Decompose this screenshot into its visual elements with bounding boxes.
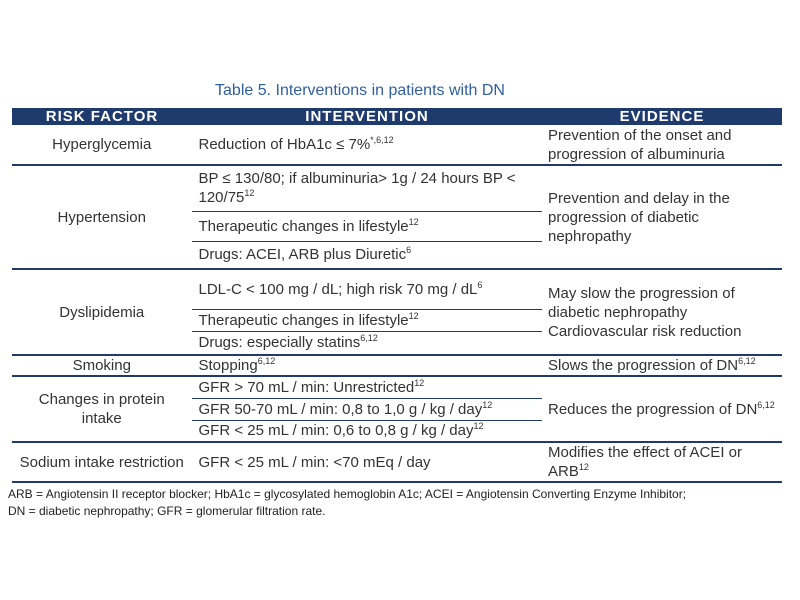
evidence-cell: May slow the progression of diabetic nep… xyxy=(542,269,782,356)
table-row-hyperglycemia: Hyperglycemia Reduction of HbA1c ≤ 7%*,6… xyxy=(12,125,782,166)
intervention-cell: Drugs: ACEI, ARB plus Diuretic6 xyxy=(191,241,542,270)
intervention-cell: Stopping6,12 xyxy=(191,355,542,377)
intervention-cell: GFR < 25 mL / min: 0,6 to 0,8 g / kg / d… xyxy=(191,420,542,443)
header-evidence: EVIDENCE xyxy=(542,108,782,125)
intervention-cell: LDL-C < 100 mg / dL; high risk 70 mg / d… xyxy=(191,269,542,310)
interventions-table: RISK FACTOR INTERVENTION EVIDENCE Hyperg… xyxy=(12,108,782,483)
table-caption: Table 5. Interventions in patients with … xyxy=(215,82,505,99)
table-header-row: RISK FACTOR INTERVENTION EVIDENCE xyxy=(12,108,782,125)
table-row-dyslipidemia: Dyslipidemia LDL-C < 100 mg / dL; high r… xyxy=(12,269,782,356)
table-row-dyslipidemia-sub: Drugs: especially statins6,12 xyxy=(12,331,782,356)
intervention-cell: Reduction of HbA1c ≤ 7%*,6,12 xyxy=(191,125,542,166)
risk-factor-cell: Changes in protein intake xyxy=(12,376,192,443)
table-row-smoking: Smoking Stopping6,12 Slows the progressi… xyxy=(12,355,782,377)
table-footnote: ARB = Angiotensin II receptor blocker; H… xyxy=(8,486,788,520)
intervention-cell: BP ≤ 130/80; if albuminuria> 1g / 24 hou… xyxy=(191,165,542,212)
risk-factor-cell: Dyslipidemia xyxy=(12,269,192,356)
intervention-cell: Drugs: especially statins6,12 xyxy=(191,331,542,356)
evidence-cell: Prevention of the onset and progression … xyxy=(542,125,782,166)
intervention-cell: GFR > 70 mL / min: Unrestricted12 xyxy=(191,376,542,399)
table-row-protein: Changes in protein intake GFR > 70 mL / … xyxy=(12,376,782,443)
table-row-protein-sub: GFR 50-70 mL / min: 0,8 to 1,0 g / kg / … xyxy=(12,398,782,421)
table-row-hypertension: Hypertension BP ≤ 130/80; if albuminuria… xyxy=(12,165,782,270)
table-row-protein-sub: GFR < 25 mL / min: 0,6 to 0,8 g / kg / d… xyxy=(12,420,782,443)
footnote-line: ARB = Angiotensin II receptor blocker; H… xyxy=(8,487,687,501)
risk-factor-cell: Smoking xyxy=(12,355,192,377)
intervention-cell: GFR < 25 mL / min: <70 mEq / day xyxy=(191,442,542,483)
evidence-cell: Prevention and delay in the progression … xyxy=(542,165,782,270)
header-risk-factor: RISK FACTOR xyxy=(12,108,192,125)
table-row-hypertension-sub: Drugs: ACEI, ARB plus Diuretic6 xyxy=(12,241,782,270)
evidence-cell: Modifies the effect of ACEI or ARB12 xyxy=(542,442,782,483)
intervention-cell: GFR 50-70 mL / min: 0,8 to 1,0 g / kg / … xyxy=(191,398,542,421)
table-row-hypertension-sub: Therapeutic changes in lifestyle12 xyxy=(12,211,782,242)
header-intervention: INTERVENTION xyxy=(192,108,542,125)
risk-factor-cell: Hyperglycemia xyxy=(12,125,192,166)
intervention-cell: Therapeutic changes in lifestyle12 xyxy=(191,309,542,332)
risk-factor-cell: Hypertension xyxy=(12,165,192,270)
table-row-dyslipidemia-sub: Therapeutic changes in lifestyle12 xyxy=(12,309,782,332)
evidence-cell: Slows the progression of DN6,12 xyxy=(542,355,782,377)
risk-factor-cell: Sodium intake restriction xyxy=(12,442,192,483)
table-row-sodium: Sodium intake restriction GFR < 25 mL / … xyxy=(12,442,782,483)
intervention-cell: Therapeutic changes in lifestyle12 xyxy=(191,211,542,242)
evidence-cell: Reduces the progression of DN6,12 xyxy=(542,376,782,443)
footnote-line: DN = diabetic nephropathy; GFR = glomeru… xyxy=(8,504,326,518)
